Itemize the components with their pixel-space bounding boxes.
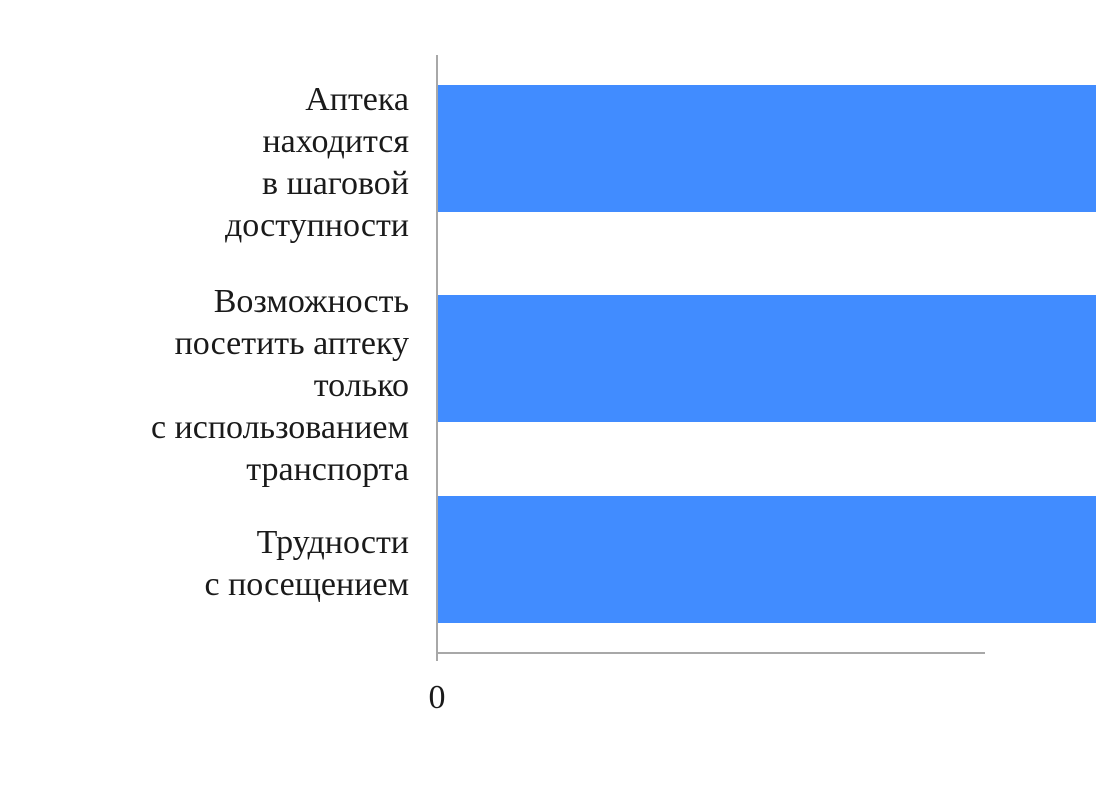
category-label-line: Возможность [214,283,409,320]
category-label-line: с использованием [151,409,409,446]
bar [437,496,1096,623]
category-label: Возможность посетить аптеку только с исполь… [151,283,409,488]
category-label-line: с посещением [205,566,410,603]
category-label: Аптека находится в шаговой доступности [225,81,409,244]
x-tick-label: 0 [429,679,446,716]
category-label-line: в шаговой [262,165,409,202]
category-label-line: доступности [225,207,409,244]
category-label-line: транспорта [246,451,409,488]
category-label-line: Трудности [257,524,409,561]
bar [437,295,1096,422]
category-label-line: посетить аптеку [175,325,409,362]
category-label-line: Аптека [305,81,409,118]
category-label-line: находится [262,123,409,160]
category-label: Трудности с посещением [205,524,410,603]
category-label-line: только [314,367,409,404]
bar [437,85,1096,212]
